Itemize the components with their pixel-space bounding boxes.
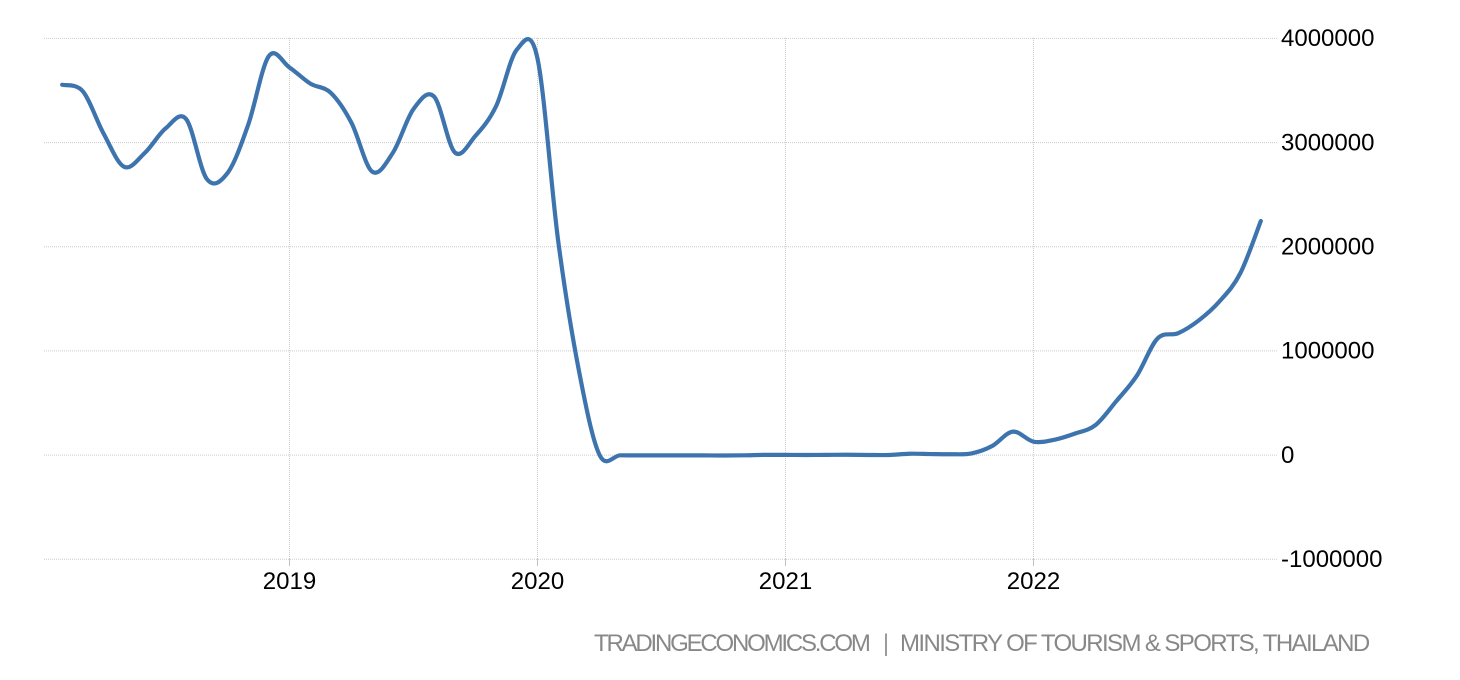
- svg-text:4000000: 4000000: [1281, 25, 1374, 52]
- svg-text:TRADINGECONOMICS.COM: TRADINGECONOMICS.COM: [594, 630, 870, 657]
- svg-text:0: 0: [1281, 442, 1294, 469]
- svg-text:2021: 2021: [759, 568, 812, 595]
- svg-text:2020: 2020: [511, 568, 564, 595]
- svg-text:2022: 2022: [1007, 568, 1060, 595]
- svg-text:|: |: [883, 630, 889, 657]
- svg-text:-1000000: -1000000: [1281, 546, 1382, 573]
- svg-text:3000000: 3000000: [1281, 129, 1374, 156]
- svg-text:1000000: 1000000: [1281, 338, 1374, 365]
- svg-text:2019: 2019: [263, 568, 316, 595]
- svg-text:MINISTRY OF TOURISM & SPORTS,: MINISTRY OF TOURISM & SPORTS, THAILAND: [900, 630, 1370, 657]
- svg-text:2000000: 2000000: [1281, 234, 1374, 261]
